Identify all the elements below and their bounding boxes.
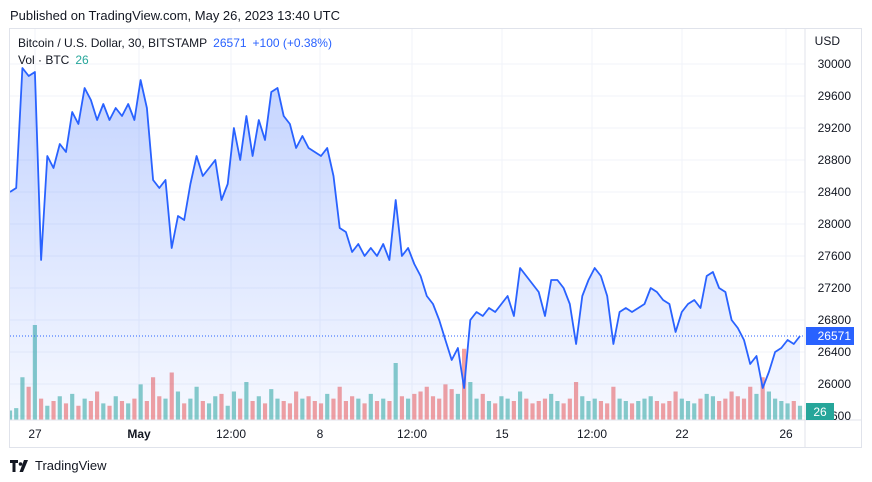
legend-symbol[interactable]: Bitcoin / U.S. Dollar, 30, BITSTAMP xyxy=(18,36,208,50)
published-caption: Published on TradingView.com, May 26, 20… xyxy=(10,8,341,23)
x-tick-label: 26 xyxy=(779,427,793,441)
last-price-badge xyxy=(806,327,854,345)
legend-change: +100 (+0.38%) xyxy=(252,36,332,50)
y-tick-label: 28000 xyxy=(818,217,852,231)
x-tick-label: 27 xyxy=(28,427,42,441)
price-area-fill xyxy=(10,68,800,420)
y-tick-label: 28800 xyxy=(818,153,852,167)
y-tick-label: 29200 xyxy=(818,121,852,135)
currency-label: USD xyxy=(815,34,841,48)
volume-legend-value: 26 xyxy=(75,53,89,67)
y-tick-label: 27600 xyxy=(818,249,852,263)
brand-name: TradingView xyxy=(35,458,107,473)
x-tick-label: 12:00 xyxy=(216,427,246,441)
y-tick-label: 30000 xyxy=(818,57,852,71)
last-price-label: 26571 xyxy=(818,329,852,343)
price-line[interactable] xyxy=(10,67,801,389)
y-tick-label: 28400 xyxy=(818,185,852,199)
volume-badge xyxy=(806,403,834,420)
x-tick-label: 12:00 xyxy=(397,427,427,441)
x-tick-label: 12:00 xyxy=(577,427,607,441)
chart-legend: Bitcoin / U.S. Dollar, 30, BITSTAMP 26571… xyxy=(18,35,332,52)
volume-badge-label: 26 xyxy=(813,405,827,419)
y-tick-label: 29600 xyxy=(818,89,852,103)
y-tick-label: 26400 xyxy=(818,345,852,359)
y-tick-label: 26800 xyxy=(818,313,852,327)
x-tick-label: 22 xyxy=(675,427,689,441)
x-tick-label: May xyxy=(127,427,151,441)
legend-price: 26571 xyxy=(213,36,247,50)
volume-legend: Vol · BTC 26 xyxy=(18,52,89,69)
volume-legend-label[interactable]: Vol · BTC xyxy=(18,53,70,67)
x-tick-label: 15 xyxy=(495,427,509,441)
tradingview-logo-icon xyxy=(10,459,28,472)
x-tick-label: 8 xyxy=(317,427,324,441)
y-tick-label: 27200 xyxy=(818,281,852,295)
tradingview-brand[interactable]: TradingView xyxy=(10,458,107,473)
y-tick-label: 26000 xyxy=(818,377,852,391)
